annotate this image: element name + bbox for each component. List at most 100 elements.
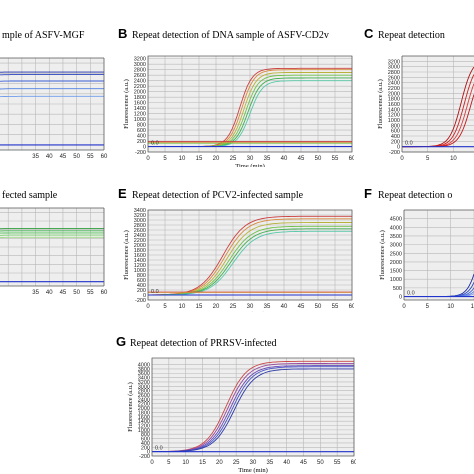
y-tick-label: 1200	[388, 113, 400, 119]
x-tick-label: 30	[247, 304, 254, 310]
y-tick-label: -200	[139, 454, 150, 460]
y-tick-label: 0	[147, 450, 150, 456]
y-tick-label: 3200	[138, 380, 150, 386]
x-tick-label: 25	[230, 304, 237, 310]
x-tick-label: 20	[216, 460, 223, 466]
x-tick-label: 35	[266, 460, 273, 466]
chart-panel-g: G Repeat detection of PRRSV-infected-2000…	[116, 334, 356, 474]
y-tick-label: 1800	[138, 410, 150, 416]
y-tick-label: -200	[135, 298, 146, 304]
y-tick-label: 3400	[134, 208, 146, 214]
y-tick-label: 2800	[138, 389, 150, 395]
threshold-label: 0.0	[151, 289, 159, 295]
x-tick-label: 0	[146, 156, 150, 162]
y-tick-label: 2600	[134, 73, 146, 79]
y-tick-label: 1600	[134, 101, 146, 107]
y-tick-label: 200	[137, 139, 146, 145]
x-tick-label: 40	[281, 156, 288, 162]
y-tick-label: 3000	[390, 243, 402, 249]
y-tick-label: 3000	[134, 62, 146, 68]
y-tick-label: 2600	[134, 228, 146, 234]
series-group	[152, 360, 354, 453]
x-tick-label: 5	[167, 460, 171, 466]
x-tick-label: 50	[73, 290, 80, 296]
x-tick-label: 50	[315, 156, 322, 162]
x-tick-label: 10	[182, 460, 189, 466]
panel-title: Repeat detection of PCV2-infected sample	[132, 190, 304, 201]
x-tick-label: 40	[283, 460, 290, 466]
x-tick-label: 60	[351, 460, 356, 466]
y-tick-label: 400	[137, 134, 146, 140]
y-tick-label: 1000	[134, 117, 146, 123]
y-tick-label: 2800	[388, 70, 400, 76]
y-tick-label: 200	[391, 139, 400, 145]
x-tick-label: 60	[349, 304, 354, 310]
y-tick-label: 1400	[134, 106, 146, 112]
y-tick-label: 4000	[138, 363, 150, 369]
plot-area	[404, 210, 474, 300]
y-tick-label: 400	[137, 283, 146, 289]
y-tick-label: 3400	[138, 376, 150, 382]
y-tick-label: 1000	[134, 268, 146, 274]
chart-panel-c: C Repeat detection-2000200400600800100012…	[364, 26, 474, 162]
y-tick-label: -200	[389, 150, 400, 156]
x-tick-label: 30	[247, 156, 254, 162]
x-tick-label: 25	[230, 156, 237, 162]
y-tick-label: 3000	[134, 218, 146, 224]
y-tick-label: 1000	[138, 428, 150, 434]
y-tick-label: 200	[141, 445, 150, 451]
x-tick-label: 45	[300, 460, 307, 466]
x-tick-label: 55	[334, 460, 341, 466]
threshold-label: 0.0	[407, 291, 415, 297]
panel-letter: B	[118, 26, 127, 41]
x-tick-label: 35	[264, 304, 271, 310]
y-axis-label: Fluorescence (a.u.)	[127, 382, 134, 432]
x-tick-label: 35	[32, 290, 39, 296]
y-tick-label: 3800	[138, 367, 150, 373]
panel-title: Repeat detection of PRRSV-infected	[130, 338, 277, 349]
y-tick-label: 600	[137, 128, 146, 134]
y-tick-label: 4000	[390, 225, 402, 231]
x-tick-label: 5	[163, 156, 167, 162]
y-tick-label: 1200	[134, 112, 146, 118]
y-axis-label: Fluorescence (a.u.)	[123, 230, 130, 280]
x-tick-label: 5	[426, 304, 430, 310]
y-axis-label: Fluorescence (a.u.)	[123, 79, 130, 129]
y-tick-label: 2500	[390, 251, 402, 257]
y-tick-label: 1200	[138, 424, 150, 430]
y-tick-label: 1600	[138, 415, 150, 421]
x-tick-label: 45	[60, 154, 67, 160]
amplification-curve	[148, 230, 352, 296]
amplification-curve	[152, 368, 354, 453]
y-tick-label: 2800	[134, 68, 146, 74]
y-tick-label: 3000	[138, 384, 150, 390]
chart-panel-a: mple of ASFV-MGF 35 40 45 50 55 60	[0, 30, 108, 160]
chart-panel-d: fected sample 35 40 45 50 55 60	[0, 190, 108, 296]
x-tick-label: 0	[400, 156, 404, 162]
y-tick-label: 800	[141, 432, 150, 438]
y-tick-label: 1500	[390, 269, 402, 275]
x-tick-label: 40	[281, 304, 288, 310]
threshold-label: 0.0	[151, 141, 159, 147]
x-tick-label: 40	[46, 290, 53, 296]
x-tick-label: 60	[101, 154, 108, 160]
y-tick-label: 1600	[134, 253, 146, 259]
panel-title: Repeat detection	[378, 30, 445, 41]
x-axis-label: Time (min)	[235, 311, 265, 312]
x-tick-label: 10	[179, 156, 186, 162]
y-tick-label: 2000	[388, 91, 400, 97]
y-axis-label: Fluorescence (a.u.)	[379, 230, 386, 280]
panel-title: mple of ASFV-MGF	[2, 30, 85, 41]
x-tick-label: 10	[447, 304, 454, 310]
panel-letter: F	[364, 186, 372, 201]
x-tick-label: 15	[199, 460, 206, 466]
y-tick-label: 4500	[390, 217, 402, 223]
y-tick-label: 200	[137, 288, 146, 294]
y-tick-label: 1200	[134, 263, 146, 269]
y-tick-label: 3000	[388, 65, 400, 71]
plot-frame	[147, 209, 353, 301]
y-tick-label: 2200	[134, 84, 146, 90]
series-group	[0, 71, 104, 98]
x-tick-label: 45	[298, 156, 305, 162]
x-tick-label: 45	[60, 290, 67, 296]
